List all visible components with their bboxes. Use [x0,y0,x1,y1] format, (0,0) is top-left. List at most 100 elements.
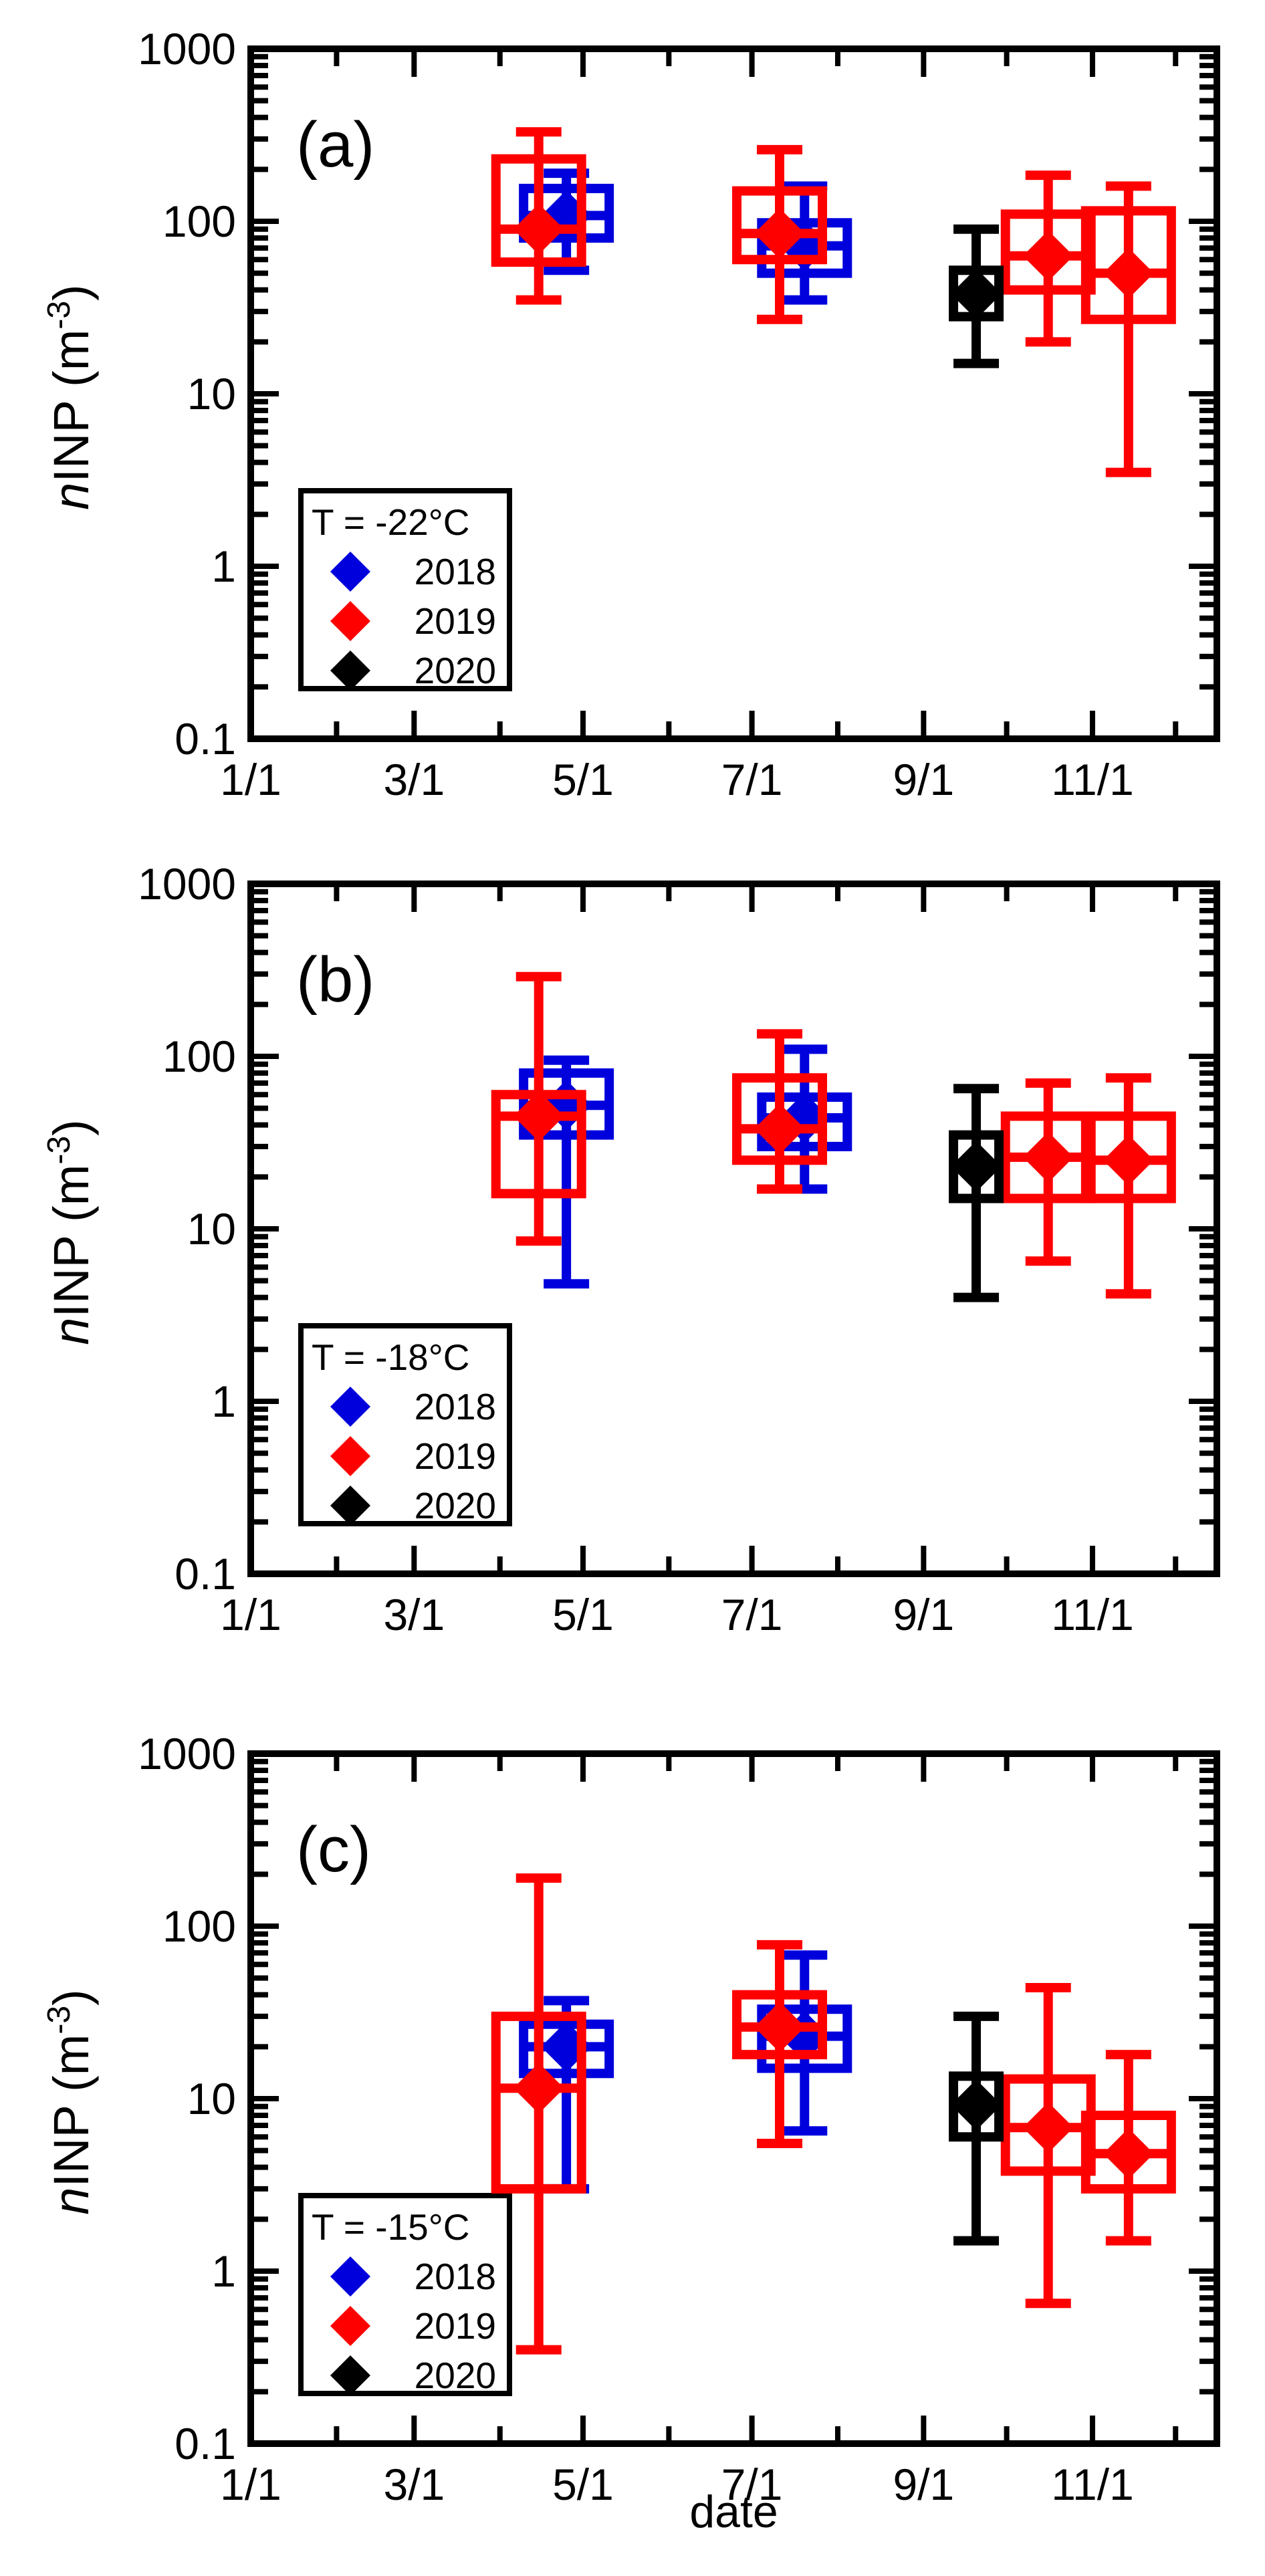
legend-panel-a: T = -22°C 2018 2019 2020 [298,488,512,691]
median-diamond [754,2001,806,2053]
legend-diamond-2018 [330,2256,370,2297]
median-diamond [1103,1135,1154,1186]
iqr-box [491,154,586,267]
y-tick-label: 100 [162,1032,236,1081]
panel-c-box-2019-2 [1000,1982,1096,2309]
panel-b-box-2019-0 [491,971,586,1246]
legend-year-label: 2020 [415,1485,496,1526]
median-diamond [1022,2102,1074,2153]
y-axis-title-close: ) [43,1989,99,2006]
x-tick-label: 3/1 [383,1590,445,1639]
legend-year-label: 2020 [415,650,496,691]
iqr-box [732,1073,828,1165]
y-tick-label: 100 [162,1901,236,1951]
legend-year-label: 2018 [415,1386,496,1427]
y-axis-title-panel-c: nINP (m-3) [38,1801,112,2403]
legend-panel-c: T = -15°C 2018 2019 2020 [298,2193,512,2396]
legend-year-label: 2018 [415,551,496,592]
panel-a-box-2020-0 [949,224,1004,368]
y-axis-title-panel-b: nINP (m-3) [38,931,112,1533]
legend-diamond-2019 [330,2306,370,2346]
x-tick-label: 5/1 [552,1590,614,1639]
median-diamond [951,2079,1002,2131]
y-axis-title-italic: n [43,2187,99,2215]
panel-b-box-2019-3 [1080,1073,1176,1299]
median-diamond [1103,247,1154,299]
legend-diamond-2019 [330,601,370,641]
panel-c: 1/1 3/1 5/1 7/1 9/1 11/1 1000 100 10 1 0.1 (c) T = -… [138,1729,1220,2509]
iqr-box [732,186,828,265]
y-tick-label: 1 [211,2246,236,2296]
y-axis-title-superscript: -3 [41,2005,77,2034]
legend-diamond-2019 [330,1436,370,1476]
panel-a-box-2019-0 [491,127,586,305]
y-tick-label: 10 [187,369,236,419]
x-tick-label: 3/1 [383,755,445,804]
x-tick-label: 9/1 [893,755,954,804]
panel-c-box-2019-3 [1080,2050,1176,2246]
legend-title: T = -15°C [312,2206,470,2248]
iqr-box [1080,206,1176,324]
panel-b-box-2019-1 [732,1029,828,1194]
y-tick-label: 0.1 [175,1549,236,1599]
legend-diamond-2018 [330,552,370,592]
legend-diamond-2020 [330,1486,370,1526]
y-tick-label: 1 [211,1377,236,1426]
iqr-box [491,2011,586,2194]
median-diamond [513,2063,564,2114]
panel-c-box-2020-0 [949,2011,1004,2246]
y-tick-label: 100 [162,197,236,246]
y-axis-title-italic: n [43,1317,99,1345]
y-tick-label: 10 [187,1204,236,1254]
legend-diamond-2020 [330,2355,370,2395]
median-diamond [513,203,564,255]
panel-a-box-2019-1 [732,144,828,324]
y-axis-title-close: ) [43,1119,99,1136]
x-tick-label: 11/1 [1051,1590,1134,1639]
x-tick-label: 7/1 [721,1590,783,1639]
y-axis-title-main: INP (m [43,329,99,483]
y-axis-title-panel-a: nINP (m-3) [38,96,112,698]
legend-diamond-2018 [330,1387,370,1427]
legend-title: T = -22°C [312,501,470,543]
y-axis-title-main: INP (m [43,1164,99,1318]
legend-year-label: 2020 [415,2355,496,2396]
legend-box [298,1323,512,1526]
panel-label: (a) [296,109,374,181]
x-tick-label: 3/1 [383,2460,445,2509]
x-tick-label: 5/1 [552,2460,614,2509]
y-tick-label: 1000 [138,1729,236,1778]
panel-a: 1/1 3/1 5/1 7/1 9/1 11/1 1000 100 10 1 0.1 (a) T = -… [138,24,1220,804]
x-tick-label: 9/1 [893,1590,954,1639]
y-axis-title-italic: n [43,482,99,510]
y-tick-label: 0.1 [175,714,236,764]
x-tick-label: 11/1 [1051,2460,1134,2509]
x-tick-label: 9/1 [893,2460,954,2509]
panel-a-box-2019-3 [1080,181,1176,477]
legend-year-label: 2019 [415,2305,496,2347]
x-tick-label: 7/1 [721,2460,783,2509]
panel-label: (b) [296,944,374,1016]
x-tick-label: 1/1 [220,2460,281,2509]
panel-b-box-2019-2 [1000,1078,1096,1266]
panel-b-box-2020-0 [949,1084,1004,1302]
y-tick-label: 1 [211,542,236,591]
panel-c-box-2019-0 [491,1873,586,2355]
median-diamond [951,1141,1002,1192]
x-tick-label: 11/1 [1051,755,1134,804]
legend-box [298,488,512,691]
y-axis-title-superscript: -3 [41,300,77,330]
legend-diamond-2020 [330,651,370,691]
legend-year-label: 2018 [415,2256,496,2297]
panel-a-box-2019-2 [1000,170,1096,347]
x-tick-label: 1/1 [220,755,281,804]
median-diamond [754,208,806,259]
median-diamond [754,1103,806,1155]
legend-panel-b: T = -18°C 2018 2019 2020 [298,1323,512,1526]
median-diamond [1103,2128,1154,2180]
x-axis-title: date [689,2486,778,2537]
median-diamond [1022,230,1074,281]
x-tick-label: 1/1 [220,1590,281,1639]
legend-year-label: 2019 [415,1435,496,1477]
